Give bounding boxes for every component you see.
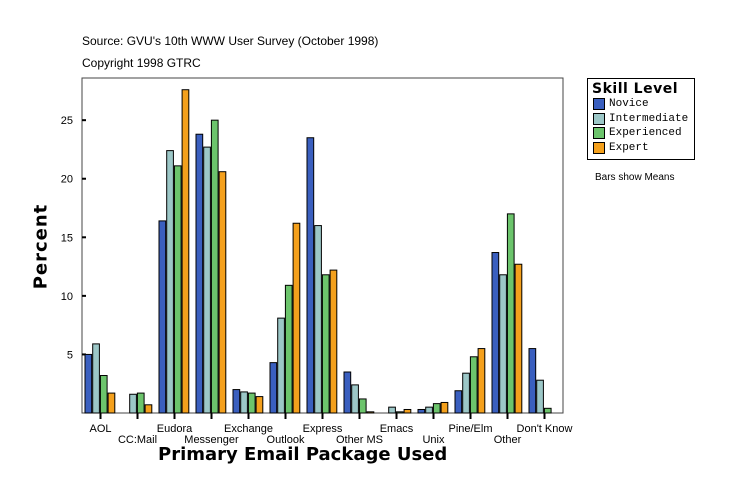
bar-expert <box>292 222 301 414</box>
bar-expert <box>255 396 264 414</box>
bar-intermediate <box>240 391 248 414</box>
bar-intermediate <box>166 150 174 414</box>
x-tick-label: Other <box>494 434 522 446</box>
legend-label: Expert <box>609 141 649 154</box>
bar-novice <box>343 371 352 414</box>
bar-intermediate <box>499 274 507 414</box>
bar-experienced <box>173 165 182 414</box>
legend-item: Experienced <box>593 126 694 141</box>
bar-experienced <box>284 284 293 414</box>
bar-intermediate <box>351 384 359 414</box>
y-tick-label: 5 <box>67 349 73 361</box>
y-tick-label: 10 <box>61 291 73 303</box>
x-tick-label: Emacs <box>380 423 414 435</box>
x-tick-label: Other MS <box>336 434 383 446</box>
copyright-text: Copyright 1998 GTRC <box>82 56 201 70</box>
legend-swatch <box>593 112 605 125</box>
legend-swatch <box>593 141 605 154</box>
bar-novice <box>306 137 315 414</box>
bar-expert <box>181 89 190 414</box>
y-tick-label: 20 <box>61 174 73 186</box>
bar-experienced <box>321 274 330 414</box>
bar-intermediate <box>314 225 322 414</box>
bar-experienced <box>247 392 256 414</box>
legend-label: Intermediate <box>609 112 689 125</box>
bar-experienced <box>99 375 108 414</box>
legend: Skill Level Novice Intermediate Experience… <box>587 78 695 160</box>
bar-expert <box>440 401 449 414</box>
x-tick-label: AOL <box>89 423 111 435</box>
y-axis-label: Percent <box>30 203 52 290</box>
bar-novice <box>269 362 278 414</box>
bar-expert <box>477 348 486 414</box>
x-tick-label: CC:Mail <box>118 434 157 446</box>
bar-expert <box>514 263 523 414</box>
x-axis-label: Primary Email Package Used <box>158 444 448 465</box>
x-tick-label: Eudora <box>157 423 193 435</box>
bar-novice <box>491 252 500 414</box>
legend-item: Expert <box>593 141 694 156</box>
bar-intermediate <box>425 406 433 414</box>
legend-swatch <box>593 127 605 140</box>
bar-experienced <box>210 119 219 414</box>
legend-label: Experienced <box>609 127 682 140</box>
bar-experienced <box>543 407 552 414</box>
note-text: Bars show Means <box>595 172 675 183</box>
bar-intermediate <box>129 393 137 414</box>
x-tick-label: Outlook <box>267 434 305 446</box>
legend-item: Novice <box>593 97 694 112</box>
bar-expert <box>403 408 412 414</box>
bar-intermediate <box>203 146 211 414</box>
bar-novice <box>158 220 167 414</box>
bar-novice <box>195 133 204 414</box>
bar-intermediate <box>462 372 470 414</box>
legend-item: Intermediate <box>593 112 694 127</box>
bar-experienced <box>432 403 441 414</box>
y-tick-label: 25 <box>61 115 73 127</box>
bar-experienced <box>358 398 367 414</box>
bar-expert <box>366 411 375 414</box>
bar-expert <box>329 269 338 414</box>
legend-label: Novice <box>609 98 649 111</box>
x-tick-label: Exchange <box>224 423 273 435</box>
bar-intermediate <box>388 406 396 414</box>
x-tick-label: Messenger <box>184 434 239 446</box>
bar-novice <box>232 389 241 414</box>
x-tick-label: Pine/Elm <box>448 423 492 435</box>
source-text: Source: GVU's 10th WWW User Survey (Octo… <box>82 34 379 48</box>
x-tick-label: Don't Know <box>517 423 573 435</box>
bar-experienced <box>506 213 515 414</box>
bar-expert <box>218 171 227 414</box>
bar-intermediate <box>92 343 100 414</box>
y-tick-label: 15 <box>61 232 73 244</box>
bar-experienced <box>395 411 404 414</box>
x-tick-label: Express <box>303 423 343 435</box>
bar-novice <box>84 353 93 414</box>
bar-experienced <box>469 356 478 414</box>
bar-intermediate <box>277 317 285 414</box>
bar-experienced <box>136 392 145 414</box>
bar-novice <box>454 390 463 414</box>
legend-title: Skill Level <box>592 81 678 97</box>
bar-novice <box>417 408 426 414</box>
bar-novice <box>528 348 537 414</box>
legend-swatch <box>593 98 605 111</box>
x-tick-label: Unix <box>422 434 445 446</box>
bar-intermediate <box>536 379 544 414</box>
bar-expert <box>107 392 116 414</box>
bar-expert <box>144 404 153 414</box>
